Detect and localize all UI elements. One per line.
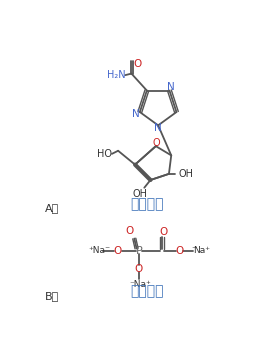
Text: N: N: [132, 108, 140, 118]
Text: Na⁺: Na⁺: [194, 246, 210, 255]
Text: 利巴韦林: 利巴韦林: [130, 198, 163, 212]
Text: H₂N: H₂N: [107, 70, 125, 80]
Text: O: O: [113, 246, 121, 256]
Text: P: P: [135, 246, 142, 256]
Text: O: O: [135, 264, 143, 274]
Text: O: O: [125, 226, 134, 236]
Text: HO: HO: [97, 149, 112, 159]
Text: OH: OH: [132, 189, 147, 199]
Text: N: N: [154, 123, 162, 133]
Text: B、: B、: [45, 291, 59, 300]
Text: ⁻: ⁻: [191, 245, 196, 255]
Text: A、: A、: [45, 203, 59, 213]
Text: O: O: [133, 59, 142, 69]
Text: O: O: [176, 246, 184, 256]
Text: 膦甲酸钠: 膦甲酸钠: [130, 284, 163, 298]
Text: O: O: [159, 227, 168, 237]
Text: ⁻: ⁻: [104, 245, 109, 255]
Text: OH: OH: [178, 169, 193, 179]
Text: ⁻Na⁺: ⁻Na⁺: [130, 280, 151, 289]
Text: O: O: [153, 138, 161, 148]
Text: N: N: [167, 82, 175, 92]
Text: ⁺Na: ⁺Na: [89, 246, 106, 255]
